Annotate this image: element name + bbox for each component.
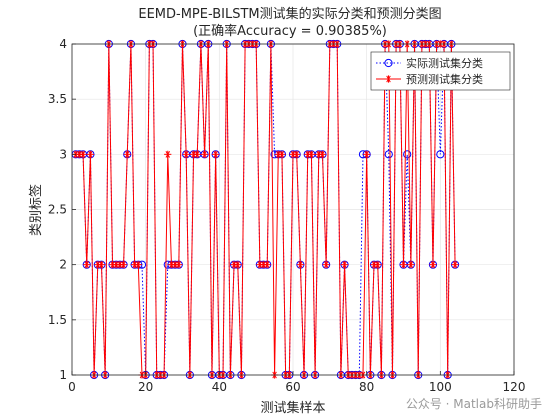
data-point-predicted — [407, 261, 415, 269]
data-point-actual — [384, 150, 393, 159]
x-tick-label: 40 — [212, 380, 227, 394]
legend-marker-predicted — [384, 75, 393, 83]
legend-marker-actual — [384, 58, 393, 68]
data-point-predicted — [201, 150, 209, 158]
y-tick-label: 2 — [59, 258, 67, 272]
data-point-predicted — [189, 150, 198, 158]
data-point-predicted — [212, 150, 220, 158]
legend-label-actual: 实际测试集分类 — [406, 56, 483, 70]
data-point-predicted — [399, 261, 408, 269]
data-point-predicted — [278, 150, 286, 158]
data-point-predicted — [234, 261, 242, 269]
y-tick-label: 1.5 — [48, 313, 67, 327]
x-tick-label: 100 — [429, 380, 452, 394]
y-tick-label: 3.5 — [48, 92, 67, 106]
data-point-predicted — [86, 150, 95, 158]
data-point-predicted — [363, 150, 371, 158]
x-axis-label: 测试集样本 — [260, 400, 325, 416]
data-point-predicted — [451, 261, 459, 269]
data-point-predicted — [429, 261, 437, 269]
data-point-predicted — [83, 261, 91, 269]
data-point-predicted — [175, 261, 183, 269]
x-tick-label: 120 — [503, 380, 526, 394]
x-tick-label: 0 — [68, 380, 76, 394]
data-point-predicted — [79, 150, 87, 158]
chart-title: EEMD-MPE-BILSTM测试集的实际分类和预测分类图 — [138, 6, 441, 22]
data-point-predicted — [374, 261, 382, 269]
y-tick-label: 1 — [59, 368, 67, 382]
tick-layer: 0 20 40 60 80 100 120 1 1.5 2 2.5 3 3.5 4 — [48, 37, 526, 394]
legend-box — [370, 51, 511, 91]
data-point-predicted — [256, 261, 264, 269]
data-point-predicted — [318, 150, 327, 158]
data-point-predicted — [193, 150, 201, 158]
data-point-predicted — [293, 150, 301, 158]
plot-area: 0 20 40 60 80 100 120 1 1.5 2 2.5 3 3.5 4 — [48, 37, 526, 394]
data-point-predicted — [123, 150, 131, 158]
data-point-predicted — [296, 261, 304, 269]
chart-subtitle: (正确率Accuracy = 0.90385%) — [193, 23, 387, 39]
data-point-predicted — [134, 261, 142, 269]
data-point-predicted — [164, 150, 172, 158]
x-tick-label: 20 — [138, 380, 153, 394]
legend: 实际测试集分类 预测测试集分类 — [370, 51, 511, 91]
data-point-actual — [403, 150, 412, 159]
data-point-predicted — [182, 150, 190, 158]
legend-label-predicted: 预测测试集分类 — [406, 72, 483, 86]
watermark-text: 公众号 · Matlab科研助手 — [405, 397, 542, 411]
data-point-actual — [436, 150, 445, 159]
y-axis-label: 类别标签 — [28, 184, 44, 236]
y-tick-label: 2.5 — [48, 203, 67, 217]
data-point-predicted — [119, 261, 128, 269]
data-point-predicted — [322, 261, 330, 269]
y-tick-label: 3 — [59, 147, 67, 161]
x-tick-label: 80 — [359, 380, 374, 394]
data-point-predicted — [97, 261, 106, 269]
data-point-predicted — [340, 261, 349, 269]
data-point-predicted — [307, 150, 316, 158]
data-point-predicted — [263, 261, 271, 269]
data-point-predicted — [108, 261, 117, 269]
x-tick-label: 60 — [285, 380, 300, 394]
y-tick-label: 4 — [59, 37, 67, 51]
